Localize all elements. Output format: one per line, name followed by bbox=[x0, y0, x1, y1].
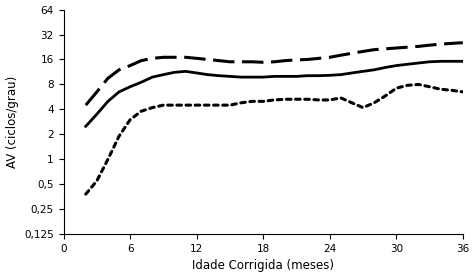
Y-axis label: AV (ciclos/grau): AV (ciclos/grau) bbox=[6, 76, 19, 168]
X-axis label: Idade Corrigida (meses): Idade Corrigida (meses) bbox=[192, 259, 334, 272]
